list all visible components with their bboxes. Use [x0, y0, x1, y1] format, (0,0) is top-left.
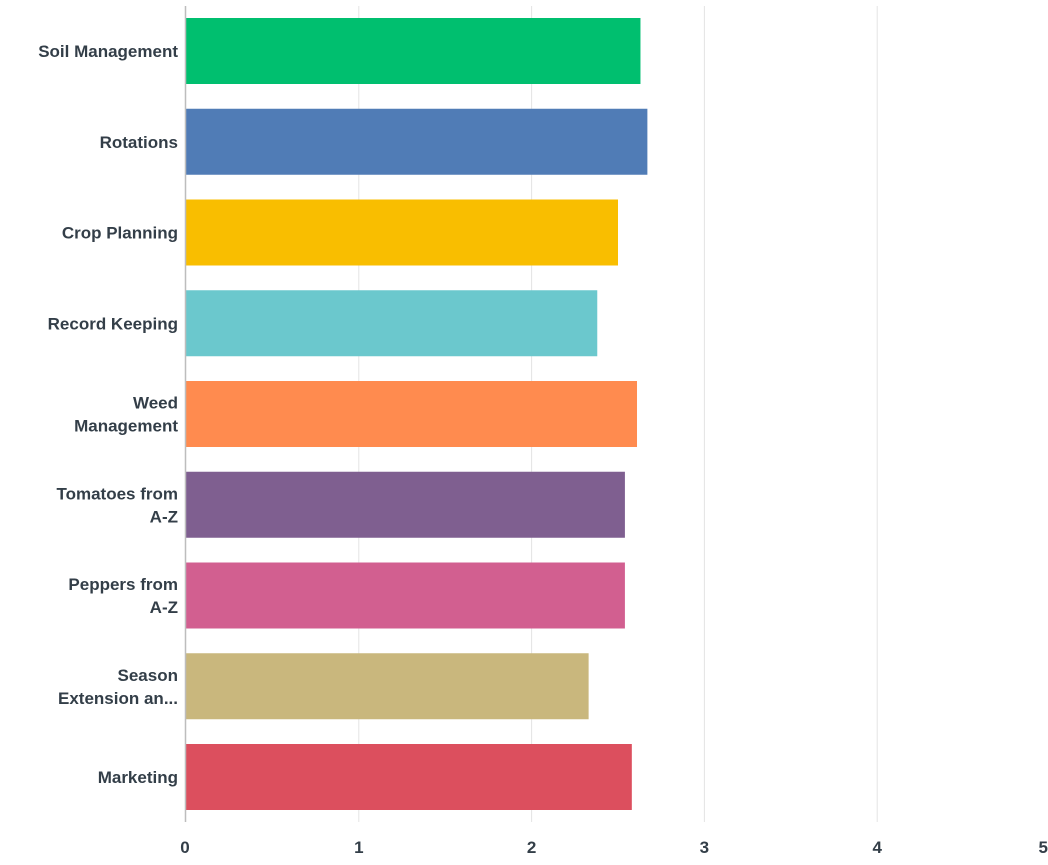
x-tick-label: 0: [180, 838, 189, 857]
category-label-line: Rotations: [100, 133, 178, 152]
category-label: Crop Planning: [62, 224, 178, 243]
bar[interactable]: [186, 562, 625, 629]
x-tick-labels: 0 1 2 3 4 5: [180, 838, 1048, 857]
category-label: Marketing: [98, 768, 178, 787]
category-label-line: Tomatoes from: [56, 484, 178, 503]
bar[interactable]: [186, 381, 638, 447]
category-label: Soil Management: [38, 42, 178, 61]
category-label: Season Extension an...: [58, 666, 178, 708]
category-label: Tomatoes from A-Z: [56, 484, 178, 526]
x-tick-label: 5: [1039, 838, 1048, 857]
x-tick-label: 1: [354, 838, 363, 857]
category-label-line: Extension an...: [58, 689, 178, 708]
category-label-line: Season: [118, 666, 178, 685]
bars: [186, 18, 648, 810]
category-label-line: A-Z: [150, 598, 178, 617]
category-label-line: Record Keeping: [48, 314, 178, 333]
bar[interactable]: [186, 108, 648, 175]
category-label-line: Peppers from: [68, 575, 178, 594]
category-label-line: A-Z: [150, 507, 178, 526]
bar[interactable]: [186, 744, 632, 810]
category-label-line: Crop Planning: [62, 224, 178, 243]
category-label: Peppers from A-Z: [68, 575, 178, 617]
category-label: Record Keeping: [48, 314, 178, 333]
category-label: Weed Management: [74, 394, 178, 436]
bar[interactable]: [186, 653, 589, 720]
bar[interactable]: [186, 199, 618, 266]
x-tick-label: 3: [700, 838, 709, 857]
category-label-line: Soil Management: [38, 42, 178, 61]
category-label: Rotations: [100, 133, 178, 152]
category-label-line: Marketing: [98, 768, 178, 787]
x-tick-label: 2: [527, 838, 536, 857]
bar[interactable]: [186, 471, 625, 538]
category-labels: Soil Management Rotations Crop Planning Rec…: [38, 42, 178, 787]
bar[interactable]: [186, 18, 641, 84]
category-label-line: Weed: [133, 394, 178, 413]
bar[interactable]: [186, 290, 598, 357]
x-tick-label: 4: [872, 838, 882, 857]
category-label-line: Management: [74, 417, 178, 436]
